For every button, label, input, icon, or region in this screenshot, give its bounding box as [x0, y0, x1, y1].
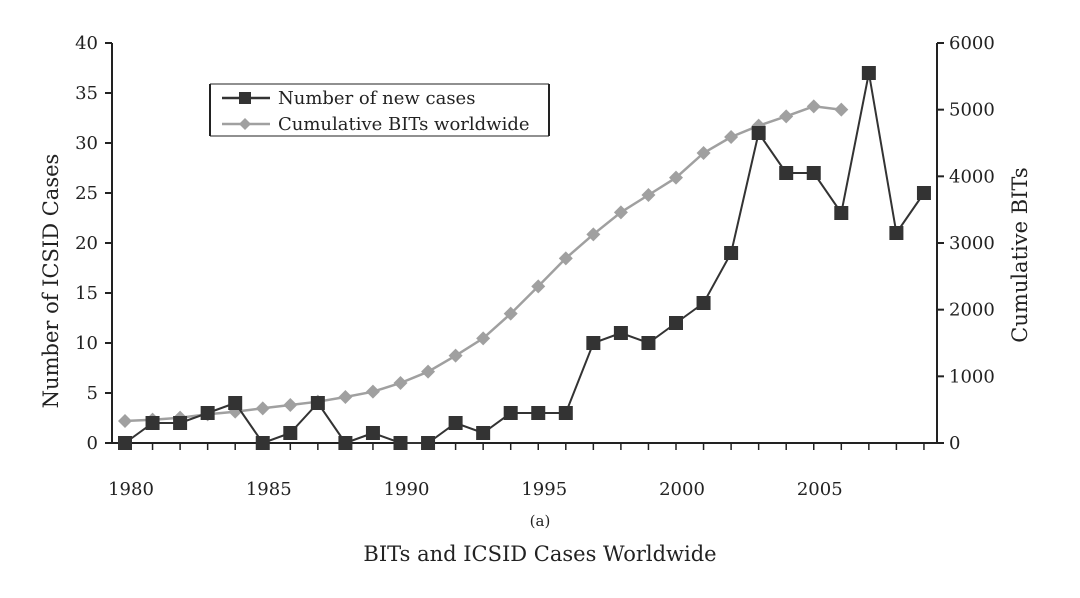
data-point-new-cases	[255, 436, 270, 450]
data-point-cumulative-bits	[834, 102, 849, 117]
data-point-cumulative-bits	[613, 205, 628, 220]
x-tick-label: 1985	[246, 479, 292, 500]
y-left-tick-label: 30	[75, 133, 98, 154]
series-line-1	[124, 105, 842, 423]
data-point-new-cases	[310, 396, 325, 410]
y-left-tick-label: 10	[75, 333, 98, 354]
data-point-new-cases	[365, 426, 380, 440]
data-point-cumulative-bits	[393, 376, 408, 390]
y-left-tick-label: 35	[75, 83, 98, 104]
y-right-tick-label: 5000	[949, 100, 995, 121]
data-point-new-cases	[283, 426, 298, 440]
data-point-new-cases	[393, 436, 408, 450]
legend-marker-square	[239, 92, 251, 104]
data-point-new-cases	[806, 166, 821, 180]
chart-title: BITs and ICSID Cases Worldwide	[363, 542, 717, 566]
data-point-cumulative-bits	[806, 99, 821, 114]
x-tick-label: 1990	[384, 479, 430, 500]
data-point-new-cases	[586, 336, 601, 350]
data-point-new-cases	[916, 186, 931, 200]
data-point-cumulative-bits	[669, 170, 683, 185]
x-tick-label: 1980	[108, 479, 154, 500]
y-right-tick-label: 2000	[949, 300, 995, 321]
data-point-new-cases	[531, 406, 546, 420]
data-point-cumulative-bits	[641, 188, 656, 202]
y-left-tick-label: 40	[75, 33, 98, 54]
data-point-cumulative-bits	[338, 390, 353, 404]
data-point-new-cases	[724, 246, 739, 260]
data-point-cumulative-bits	[448, 348, 463, 363]
data-point-new-cases	[476, 426, 491, 440]
series-layer	[118, 66, 931, 450]
data-point-cumulative-bits	[503, 306, 518, 321]
y-right-tick-label: 4000	[949, 166, 995, 187]
data-point-new-cases	[779, 166, 794, 180]
data-point-new-cases	[669, 316, 683, 330]
data-point-new-cases	[118, 436, 132, 450]
data-point-new-cases	[889, 226, 904, 240]
data-point-new-cases	[145, 416, 160, 430]
data-point-cumulative-bits	[283, 398, 298, 412]
data-point-new-cases	[641, 336, 656, 350]
y-axis-right-title: Cumulative BITs	[1008, 167, 1032, 342]
data-point-new-cases	[228, 396, 243, 410]
x-tick-label: 2005	[797, 479, 843, 500]
y-left-tick-label: 25	[75, 183, 98, 204]
data-point-cumulative-bits	[476, 331, 491, 346]
data-point-new-cases	[613, 326, 628, 340]
y-left-tick-label: 20	[75, 233, 98, 254]
chart-canvas: 0 5 10 15 20 25 30 35 40 0 1000 2000 3000 4000 5000 600…	[39, 33, 1032, 500]
legend-label: Number of new cases	[278, 88, 475, 109]
axes: 0 5 10 15 20 25 30 35 40 0 1000 2000 3000 4000 5000 600…	[39, 33, 1032, 500]
data-point-new-cases	[751, 126, 766, 140]
y-right-tick-label: 1000	[949, 366, 995, 387]
data-point-cumulative-bits	[531, 279, 546, 294]
data-point-cumulative-bits	[421, 364, 436, 379]
data-point-cumulative-bits	[558, 251, 573, 266]
data-point-cumulative-bits	[696, 146, 711, 160]
legend-marker-diamond	[239, 118, 251, 130]
data-point-new-cases	[338, 436, 353, 450]
x-tick-label: 2000	[659, 479, 705, 500]
data-point-cumulative-bits	[751, 118, 766, 133]
data-point-cumulative-bits	[586, 227, 601, 242]
data-point-cumulative-bits	[118, 414, 132, 428]
y-left-tick-label: 5	[87, 383, 98, 404]
y-left-tick-label: 15	[75, 283, 98, 304]
data-point-cumulative-bits	[365, 384, 380, 399]
y-right-tick-label: 0	[949, 433, 960, 454]
x-tick-label: 1995	[521, 479, 567, 500]
y-left-tick-label: 0	[87, 433, 98, 454]
data-point-new-cases	[421, 436, 436, 450]
data-point-new-cases	[834, 206, 849, 220]
data-point-cumulative-bits	[255, 401, 270, 416]
data-point-cumulative-bits	[779, 109, 794, 124]
legend-label: Cumulative BITs worldwide	[278, 114, 530, 135]
legend: Number of new cases Cumulative BITs world…	[209, 83, 550, 137]
data-point-new-cases	[696, 296, 711, 310]
data-point-new-cases	[448, 416, 463, 430]
data-point-new-cases	[200, 406, 215, 420]
data-point-new-cases	[558, 406, 573, 420]
data-point-new-cases	[503, 406, 518, 420]
chart-sublabel: (a)	[529, 512, 551, 530]
data-point-cumulative-bits	[724, 130, 739, 144]
y-axis-left-title: Number of ICSID Cases	[39, 154, 63, 409]
y-right-tick-label: 6000	[949, 33, 995, 54]
y-right-tick-label: 3000	[949, 233, 995, 254]
data-point-new-cases	[861, 66, 876, 80]
data-point-new-cases	[173, 416, 188, 430]
